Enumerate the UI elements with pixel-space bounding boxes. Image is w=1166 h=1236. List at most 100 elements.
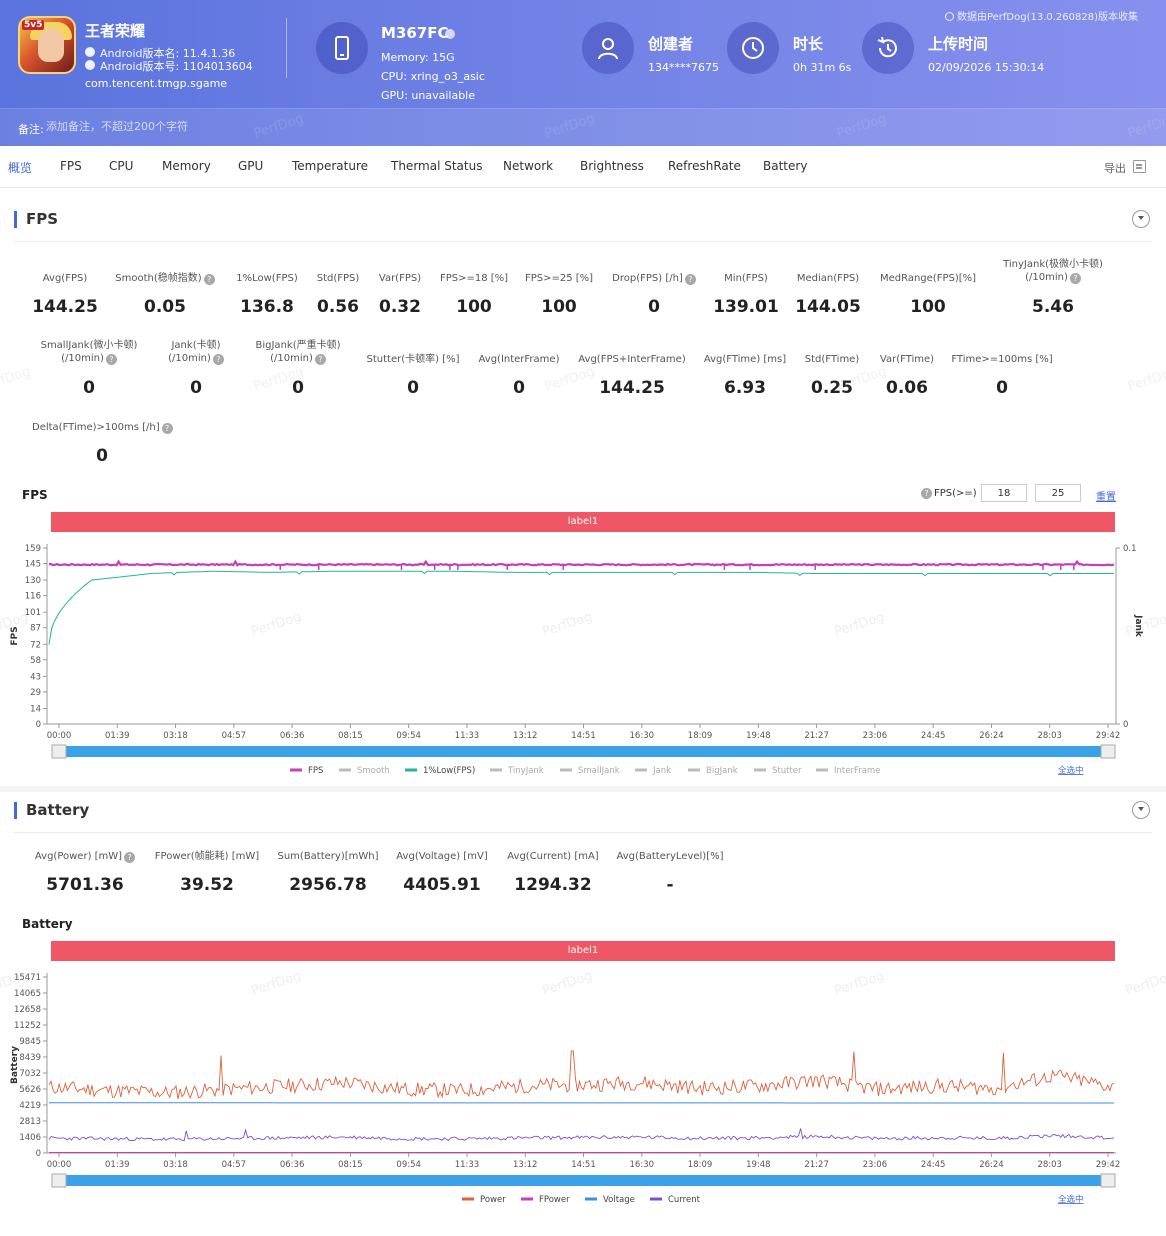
- fps-section-title: FPS: [14, 211, 58, 228]
- legend-item-stutter[interactable]: Stutter: [772, 766, 802, 776]
- help-icon[interactable]: ?: [105, 354, 117, 365]
- help-icon[interactable]: ?: [161, 423, 173, 434]
- creator-title: 创建者: [648, 35, 694, 53]
- legend-item-fps[interactable]: FPS: [308, 766, 323, 776]
- tab-brightness[interactable]: Brightness: [580, 159, 644, 173]
- app-icon-face: [38, 28, 64, 62]
- help-icon[interactable]: ?: [212, 354, 224, 365]
- legend-item-smooth[interactable]: Smooth: [357, 766, 390, 776]
- slider-handle-left[interactable]: [51, 744, 67, 759]
- y-tick-label: 5626: [19, 1085, 41, 1095]
- legend-item-1-low-fps-[interactable]: 1%Low(FPS): [423, 766, 475, 776]
- slider-handle-left[interactable]: [51, 1173, 67, 1188]
- x-tick-label: 28:03: [1037, 1160, 1062, 1170]
- metric-label: FPower(帧能耗) [mW]: [137, 850, 277, 863]
- help-icon[interactable]: ?: [203, 274, 215, 285]
- metric-label-unit: (/10min)?: [228, 352, 368, 365]
- app-name: 王者荣耀: [85, 22, 146, 40]
- time-range-slider[interactable]: [52, 1175, 1115, 1186]
- tab-cpu[interactable]: CPU: [109, 159, 134, 173]
- metric-value: 0: [513, 378, 525, 398]
- tab-fps[interactable]: FPS: [60, 159, 82, 173]
- clock-icon: [727, 22, 779, 74]
- reset-threshold-link[interactable]: 重置: [1096, 492, 1116, 503]
- battery-collapse-icon[interactable]: [1132, 801, 1150, 819]
- metric-label-unit-text: (/10min): [61, 353, 104, 364]
- series-current: [48, 1128, 1115, 1142]
- legend-item-smalljank[interactable]: SmallJank: [578, 766, 620, 776]
- tab-temperature[interactable]: Temperature: [292, 159, 369, 173]
- metric-value: 5.46: [1032, 297, 1074, 317]
- help-icon[interactable]: ?: [921, 488, 932, 499]
- help-icon[interactable]: ?: [684, 274, 696, 285]
- metric-value: 0: [996, 378, 1008, 398]
- metric-value: 0: [83, 378, 95, 398]
- watermark: PerfDog: [834, 111, 889, 142]
- legend-item-current[interactable]: Current: [668, 1195, 701, 1205]
- metric-label-text: Median(FPS): [796, 273, 860, 284]
- upload-title: 上传时间: [928, 35, 989, 53]
- export-icon[interactable]: [1133, 160, 1146, 173]
- metric-label-text: Avg(BatteryLevel)[%]: [616, 851, 724, 862]
- metric-label-text: Drop(FPS) [/h]: [612, 273, 683, 284]
- time-range-slider[interactable]: [52, 746, 1115, 757]
- legend-item-voltage[interactable]: Voltage: [603, 1195, 635, 1205]
- legend-item-fpower[interactable]: FPower: [539, 1195, 570, 1205]
- x-tick-label: 09:54: [396, 731, 421, 741]
- y-tick-label: 72: [30, 640, 41, 650]
- x-tick-label: 03:18: [163, 731, 188, 741]
- watermark: PerfDog: [833, 969, 887, 999]
- battery-label-bar[interactable]: label1: [51, 941, 1115, 961]
- android-version-name: Android版本名: 11.4.1.36: [100, 47, 236, 60]
- select-all-link[interactable]: 全选中: [1058, 1194, 1084, 1205]
- fps-metric: BigJank(严重卡顿) (/10min)? 0: [228, 339, 368, 404]
- help-icon[interactable]: ?: [124, 852, 136, 863]
- legend-item-power[interactable]: Power: [480, 1195, 506, 1205]
- section-gap: [0, 786, 1166, 792]
- tab-overview[interactable]: 概览: [8, 161, 33, 175]
- device-info-icon[interactable]: [445, 29, 455, 39]
- select-all-link[interactable]: 全选中: [1058, 765, 1084, 776]
- fps-collapse-icon[interactable]: [1132, 210, 1150, 228]
- help-icon[interactable]: ?: [314, 354, 326, 365]
- metric-label-unit: (/10min)?: [983, 271, 1123, 284]
- tab-memory[interactable]: Memory: [162, 159, 211, 173]
- tab-gpu[interactable]: GPU: [238, 159, 264, 173]
- tab-thermal-status[interactable]: Thermal Status: [391, 159, 483, 173]
- slider-handle-right[interactable]: [1100, 744, 1116, 759]
- metric-label-text: Smooth(稳帧指数): [115, 273, 202, 284]
- metric-value: 0: [292, 378, 304, 398]
- y-tick-label: 14: [30, 705, 41, 715]
- x-tick-label: 06:36: [280, 1160, 305, 1170]
- tab-battery[interactable]: Battery: [763, 159, 808, 173]
- metric-value: 1294.32: [514, 875, 592, 895]
- metric-label-text: Var(FPS): [378, 273, 422, 284]
- tab-refreshrate[interactable]: RefreshRate: [668, 159, 741, 173]
- tab-network[interactable]: Network: [503, 159, 554, 173]
- threshold-label: FPS(>=): [934, 488, 977, 499]
- metric-value: 0.05: [144, 297, 186, 317]
- legend-item-tinyjank[interactable]: TinyJank: [507, 766, 544, 776]
- export-button[interactable]: 导出: [1104, 162, 1126, 175]
- y2-tick-label: 0: [1123, 720, 1128, 730]
- battery-chart[interactable]: 0 1406 2813 4219 5626 7032 8439 9845 11252 12658 1…: [0, 965, 1166, 1210]
- legend-item-bigjank[interactable]: BigJank: [706, 766, 738, 776]
- metric-label: Stutter(卡顿率) [%]: [343, 353, 483, 366]
- metric-label: Drop(FPS) [/h]?: [584, 272, 724, 285]
- slider-handle-right[interactable]: [1100, 1173, 1116, 1188]
- fps-metric: 1%Low(FPS) 136.8: [197, 272, 337, 323]
- fps-metric: Avg(FTime) [ms] 6.93: [675, 353, 815, 404]
- metric-label: TinyJank(极微小卡顿): [983, 258, 1123, 271]
- legend-item-jank[interactable]: Jank: [652, 766, 671, 776]
- note-bar: 备注: PerfDog PerfDog PerfDog PerfDog: [0, 108, 1166, 146]
- metric-value: 39.52: [180, 875, 234, 895]
- metric-value: 0.25: [811, 378, 853, 398]
- fps-label-bar[interactable]: label1: [51, 512, 1115, 532]
- fps-threshold-1-input[interactable]: [981, 484, 1027, 502]
- help-icon[interactable]: ?: [1069, 273, 1081, 284]
- fps-threshold-2-input[interactable]: [1035, 484, 1081, 502]
- legend-item-interframe[interactable]: InterFrame: [834, 766, 880, 776]
- fps-chart[interactable]: 0 14 29 43 58 72 87 101 116 130 145 159 00:00 01:39 03…: [0, 536, 1166, 786]
- metric-label-unit-text: (/10min): [168, 353, 211, 364]
- note-input[interactable]: [46, 120, 306, 133]
